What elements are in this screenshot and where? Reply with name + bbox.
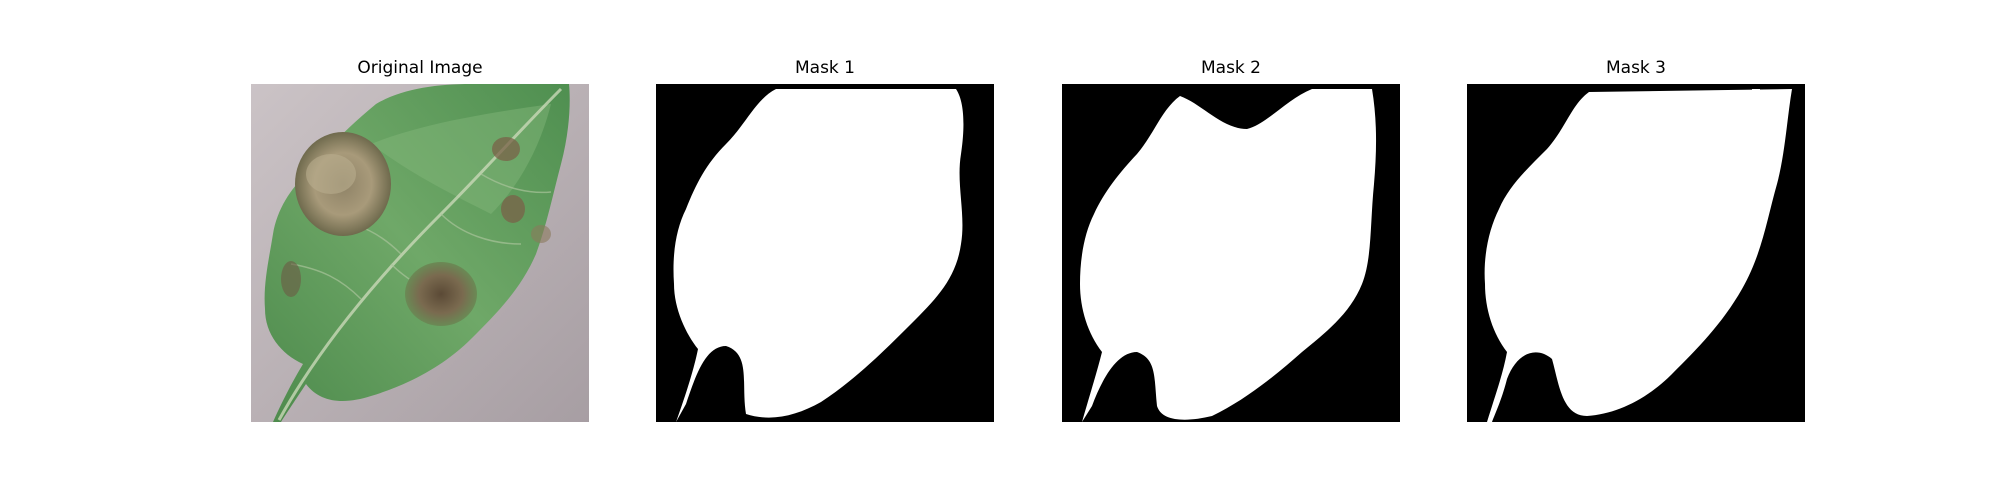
original-image-panel — [251, 84, 589, 422]
panel-title-mask-2: Mask 2 — [1200, 58, 1261, 78]
mask-3-image — [1467, 84, 1805, 422]
mask-1-panel — [656, 84, 994, 422]
mask-1-image — [656, 84, 994, 422]
original-leaf-photo — [251, 84, 589, 422]
mask-2-panel — [1062, 84, 1400, 422]
panel-title-original: Original Image — [357, 58, 483, 78]
mask-2-image — [1062, 84, 1400, 422]
panel-title-mask-3: Mask 3 — [1605, 58, 1666, 78]
mask-3-panel — [1467, 84, 1805, 422]
panel-title-mask-1: Mask 1 — [794, 58, 855, 78]
